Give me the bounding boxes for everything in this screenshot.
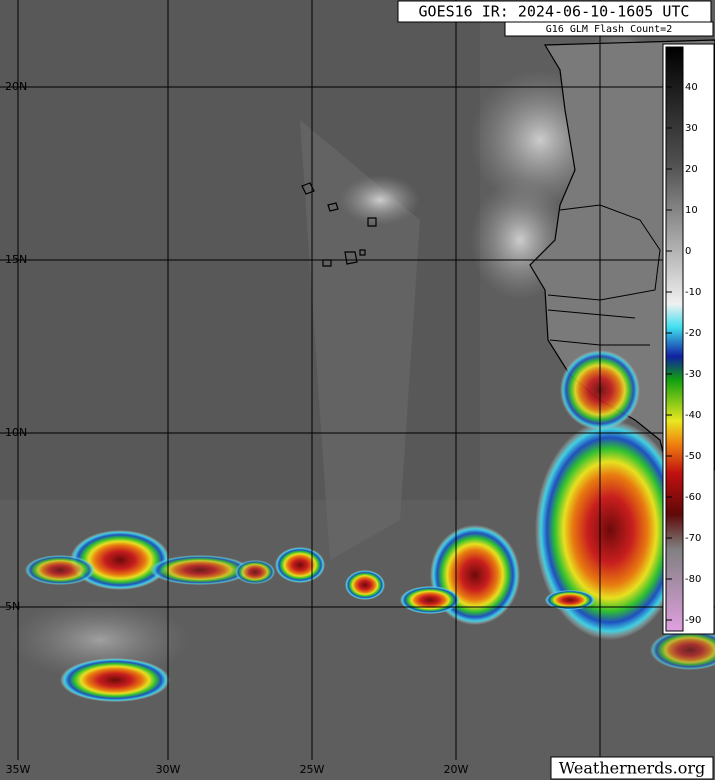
storms	[25, 350, 715, 702]
colorbar-tick-label: 40	[685, 82, 698, 93]
colorbar-tick-label: -70	[685, 533, 701, 544]
colorbar-tick-label: 20	[685, 164, 698, 175]
credit: Weathernerds.org	[559, 759, 705, 778]
lon-label: 35W	[6, 763, 31, 776]
haze	[300, 120, 420, 560]
lat-label: 10N	[5, 426, 27, 439]
colorbar-tick-label: -80	[685, 574, 701, 585]
colorbar-tick-label: 10	[685, 205, 698, 216]
colorbar-tick-label: -10	[685, 287, 701, 298]
colorbar-tick-label: -50	[685, 451, 701, 462]
lon-label: 20W	[444, 763, 469, 776]
lat-label: 20N	[5, 80, 27, 93]
colorbar-tick-label: -90	[685, 615, 701, 626]
lon-label: 25W	[300, 763, 325, 776]
colorbar	[665, 46, 684, 632]
islands	[301, 182, 377, 267]
colorbar-tick-label: 30	[685, 123, 698, 134]
colorbar-tick-label: 0	[685, 246, 691, 257]
grid	[0, 0, 715, 760]
colorbar-tick-label: -40	[685, 410, 701, 421]
lat-label: 15N	[5, 253, 27, 266]
subtitle: G16 GLM Flash Count=2	[546, 24, 672, 35]
colorbar-tick-label: -20	[685, 328, 701, 339]
colorbar-tick-label: -30	[685, 369, 701, 380]
title: GOES16 IR: 2024-06-10-1605 UTC	[419, 3, 690, 21]
lon-label: 30W	[156, 763, 181, 776]
lat-label: 5N	[5, 600, 20, 613]
credit-box	[550, 756, 714, 780]
subtitle-box	[504, 21, 714, 37]
colorbar-tick-label: -60	[685, 492, 701, 503]
